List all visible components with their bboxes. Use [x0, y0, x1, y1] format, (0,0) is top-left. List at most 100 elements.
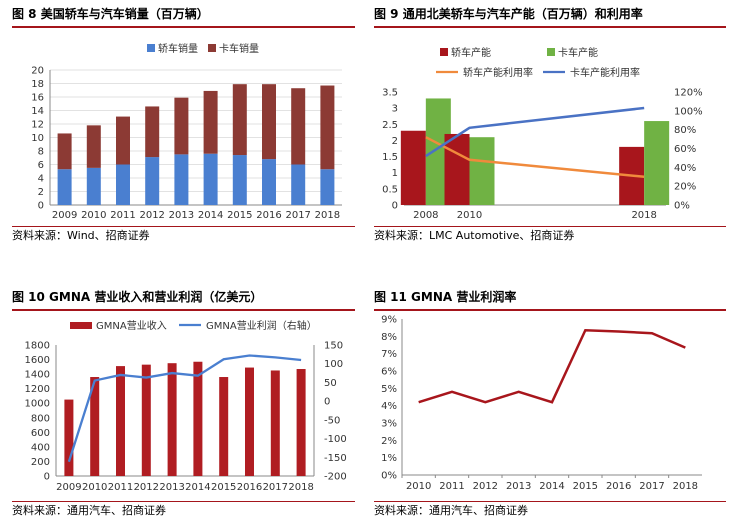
bar: [174, 154, 189, 205]
y2-tick-label: 120%: [674, 88, 703, 99]
bar: [174, 97, 189, 155]
x-tick-label: 2018: [631, 210, 656, 221]
panel-chart-10: 图 10 GMNA 营业收入和营业利润（亿美元） 0 200 400 600 800 10…: [12, 287, 355, 523]
x-tick-label: 2016: [256, 210, 281, 221]
bar: [57, 133, 72, 170]
bar: [296, 369, 306, 476]
y2-tick-label: -50: [324, 415, 340, 426]
y-tick-label: 4: [38, 174, 44, 185]
chart-8-plot: 0 2 4 6 8 10 12 14 16 18 20 2009 2010 2011 2012 2013 201…: [31, 42, 342, 221]
bar: [167, 363, 177, 476]
y-tick-label: 4%: [381, 401, 397, 412]
chart-source: 资料来源：通用汽车、招商证券: [12, 501, 355, 520]
series-line: [67, 354, 302, 463]
legend-label: GMNA营业利润（右轴）: [206, 319, 317, 332]
x-tick-label: 2015: [227, 210, 252, 221]
y-tick-label: 1400: [25, 370, 50, 381]
y-tick-label: 9%: [381, 315, 397, 326]
chart-title: 图 9 通用北美轿车与汽车产能（百万辆）和利用率: [374, 4, 726, 28]
y-tick-label: 1800: [25, 341, 50, 352]
x-tick-label: 2014: [198, 210, 223, 221]
bar: [232, 84, 247, 156]
y-tick-label: 200: [31, 457, 50, 468]
bar: [145, 106, 160, 158]
x-tick-label: 2014: [185, 482, 210, 493]
y2-tick-label: 40%: [674, 163, 696, 174]
y-tick-label: 1%: [381, 453, 397, 464]
chart-source: 资料来源：通用汽车、招商证券: [374, 501, 726, 520]
x-tick-label: 2017: [285, 210, 310, 221]
bar: [291, 164, 306, 205]
x-tick-label: 2011: [110, 210, 135, 221]
y-tick-label: 0: [44, 472, 50, 483]
x-tick-label: 2016: [606, 481, 631, 492]
legend-swatch: [147, 44, 155, 52]
y-tick-label: 0: [392, 201, 398, 212]
legend-swatch: [208, 44, 216, 52]
bar: [262, 159, 276, 205]
y-tick-label: 3.5: [382, 88, 398, 99]
y-tick-label: 1000: [25, 399, 50, 410]
x-tick-label: 2012: [139, 210, 164, 221]
bar: [193, 361, 203, 476]
x-tick-label: 2014: [539, 481, 564, 492]
y2-tick-label: 80%: [674, 125, 696, 136]
y-tick-label: 20: [31, 66, 44, 77]
bar: [270, 370, 280, 476]
x-tick-label: 2009: [52, 210, 77, 221]
y-tick-label: 0.5: [382, 184, 398, 195]
y-tick-label: 14: [31, 106, 44, 117]
chart-title: 图 11 GMNA 营业利润率: [374, 287, 726, 311]
y-tick-label: 600: [31, 428, 50, 439]
bar: [203, 90, 218, 154]
bar: [320, 169, 335, 205]
y-tick-label: 1: [392, 168, 398, 179]
x-tick-label: 2017: [639, 481, 664, 492]
series-line: [425, 136, 645, 178]
x-tick-label: 2018: [288, 482, 313, 493]
bar: [57, 169, 72, 205]
y-tick-label: 1.5: [382, 152, 398, 163]
bar: [141, 364, 151, 476]
series-line: [418, 328, 686, 404]
bar: [262, 84, 276, 160]
x-tick-label: 2012: [473, 481, 498, 492]
panel-chart-9: 图 9 通用北美轿车与汽车产能（百万辆）和利用率 0 0.5 1 1.5 2 2.5 3 3.…: [374, 4, 726, 244]
y2-tick-label: 150: [324, 341, 343, 352]
x-tick-label: 2015: [211, 482, 236, 493]
x-tick-label: 2016: [237, 482, 262, 493]
x-tick-label: 2013: [506, 481, 531, 492]
chart-10-plot: 020040060080010001200140016001800-200-15…: [25, 319, 347, 493]
bar: [64, 399, 74, 476]
y2-tick-label: 100: [324, 359, 343, 370]
bar: [291, 88, 306, 165]
y-tick-label: 3%: [381, 419, 397, 430]
chart-source: 资料来源：Wind、招商证券: [12, 226, 355, 245]
y-tick-label: 1200: [25, 384, 50, 395]
chart-title: 图 8 美国轿车与汽车销量（百万辆）: [12, 4, 355, 28]
panel-chart-11: 图 11 GMNA 营业利润率 0% 1% 2% 3% 4% 5% 6% 7% 8% 9% 2010…: [374, 287, 726, 523]
legend-label: 轿车产能利用率: [463, 66, 533, 79]
y-tick-label: 0: [38, 201, 44, 212]
legend-swatch: [70, 322, 92, 329]
bar: [400, 130, 426, 205]
y-tick-label: 0%: [381, 471, 397, 482]
bar: [145, 157, 160, 205]
chart-9-plot: 0 0.5 1 1.5 2 2.5 3 3.5 0% 20% 40% 60% 80% 100% 120% 20…: [382, 46, 703, 221]
legend-swatch: [547, 48, 555, 56]
y2-tick-label: 20%: [674, 182, 696, 193]
x-tick-label: 2015: [573, 481, 598, 492]
legend-swatch: [440, 48, 448, 56]
chart-title: 图 10 GMNA 营业收入和营业利润（亿美元）: [12, 287, 355, 311]
x-tick-label: 2010: [81, 210, 106, 221]
y-tick-label: 2%: [381, 436, 397, 447]
bar: [116, 164, 130, 205]
legend-label: GMNA营业收入: [96, 319, 167, 332]
bar: [203, 153, 218, 205]
legend-label: 轿车销量: [158, 42, 198, 55]
y2-tick-label: -150: [324, 453, 347, 464]
chart-source: 资料来源：LMC Automotive、招商证券: [374, 226, 726, 245]
x-tick-label: 2010: [457, 210, 482, 221]
legend-label: 卡车销量: [219, 42, 259, 55]
bar: [469, 137, 495, 205]
